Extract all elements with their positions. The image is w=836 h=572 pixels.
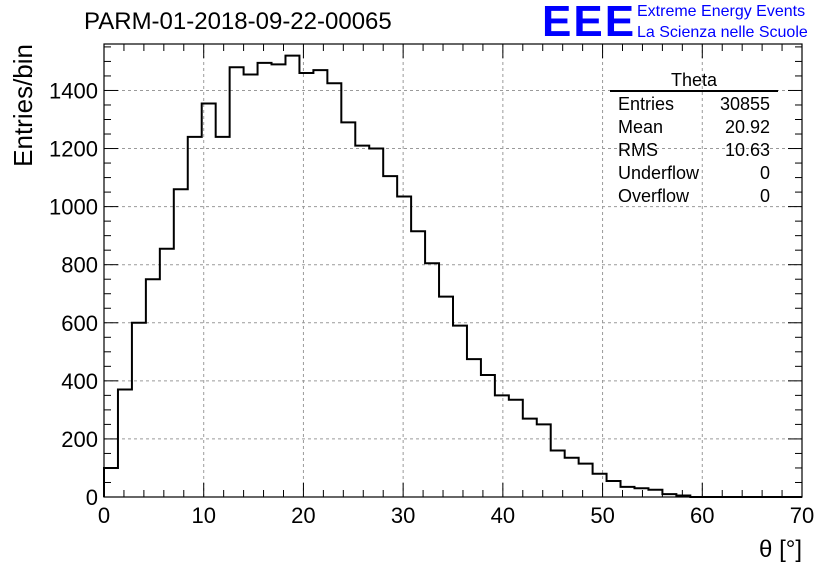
x-tick-label: 20 — [291, 503, 315, 528]
eee-logo: EEE — [542, 0, 637, 46]
stats-box: Theta Entries 30855 Mean 20.92 RMS 10.63… — [610, 70, 778, 208]
stats-divider — [610, 90, 778, 92]
plot-frame — [103, 43, 803, 498]
x-tick-label: 30 — [391, 503, 415, 528]
histogram-title: PARM-01-2018-09-22-00065 — [84, 8, 392, 35]
x-tick-label: 10 — [191, 503, 215, 528]
stats-row-overflow: Overflow 0 — [610, 185, 778, 208]
stats-label: Overflow — [618, 186, 690, 206]
y-tick-label: 600 — [61, 311, 98, 336]
logo-caption-line1: Extreme Energy Events — [637, 3, 806, 20]
histogram-series — [103, 54, 802, 498]
x-tick-label: 70 — [790, 503, 814, 528]
stats-row-underflow: Underflow 0 — [610, 162, 778, 185]
y-tick-label: 1400 — [49, 78, 98, 103]
y-tick-label: 800 — [61, 253, 98, 278]
stats-value: 30855 — [719, 94, 770, 114]
stats-label: Mean — [618, 117, 664, 137]
y-tick-label: 400 — [61, 369, 98, 394]
stats-label: Entries — [618, 94, 675, 114]
stats-title: Theta — [670, 70, 718, 90]
y-tick-label: 1200 — [49, 137, 98, 162]
y-tick-label: 200 — [61, 427, 98, 452]
logo-caption-line2: La Scienza nelle Scuole — [637, 24, 808, 41]
x-tick-label: 0 — [98, 503, 110, 528]
stats-label: RMS — [618, 140, 658, 160]
stats-row-rms: RMS 10.63 — [610, 139, 778, 162]
stats-value: 0 — [759, 163, 770, 183]
x-tick-label: 60 — [690, 503, 714, 528]
stats-value: 20.92 — [724, 117, 770, 137]
x-axis-label: θ [°] — [759, 536, 802, 563]
y-tick-label: 0 — [86, 485, 98, 510]
stats-label: Underflow — [618, 163, 700, 183]
x-tick-label: 50 — [590, 503, 614, 528]
stats-value: 10.63 — [724, 140, 770, 160]
stats-row-mean: Mean 20.92 — [610, 116, 778, 139]
y-tick-label: 1000 — [49, 195, 98, 220]
x-tick-label: 40 — [491, 503, 515, 528]
stats-value: 0 — [759, 186, 770, 206]
stats-row-entries: Entries 30855 — [610, 93, 778, 116]
y-axis-label: Entries/bin — [8, 44, 38, 167]
